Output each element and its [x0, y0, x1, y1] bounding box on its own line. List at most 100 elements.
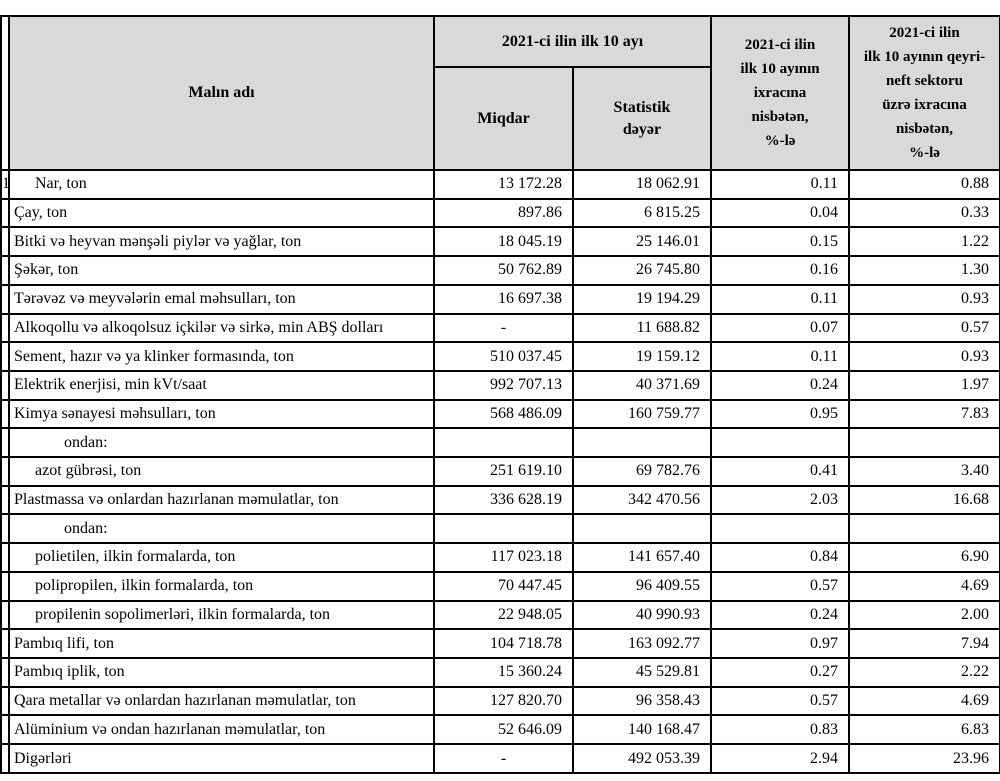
table-row: Pambıq iplik, ton 15 360.24 45 529.81 0.… — [0, 656, 1000, 688]
pct-exports-cell: 2.94 — [710, 743, 850, 774]
left-edge-cell — [0, 226, 10, 258]
left-edge-cell — [0, 283, 10, 315]
stat-value-cell: 69 782.76 — [572, 456, 712, 487]
stat-value-cell: 492 053.39 — [572, 743, 712, 774]
pct-nonoil-cell: 0.33 — [848, 197, 1000, 229]
product-name-cell: polietilen, ilkin formalarda, ton — [8, 542, 435, 573]
pct-nonoil-cell: 0.93 — [848, 283, 1000, 315]
left-edge-cell — [0, 570, 10, 602]
product-name-cell: ondan: — [8, 427, 435, 459]
stat-value-cell: 40 371.69 — [572, 369, 712, 401]
product-name-cell: Qara metallar və onlardan hazırlanan məm… — [8, 685, 435, 717]
pct-nonoil-cell: 7.83 — [848, 398, 1000, 430]
pct-nonoil-cell: 23.96 — [848, 743, 1000, 774]
stat-value-cell: 141 657.40 — [572, 542, 712, 573]
quantity-cell: 22 948.05 — [433, 599, 574, 631]
stat-value-cell — [572, 427, 712, 459]
product-name-cell: azot gübrəsi, ton — [8, 456, 435, 487]
pct-nonoil-cell: 16.68 — [848, 484, 1000, 516]
table-row: Alüminium və ondan hazırlanan məmulatlar… — [0, 714, 1000, 746]
quantity-cell: 104 718.78 — [433, 628, 574, 659]
quantity-cell: 897.86 — [433, 197, 574, 229]
stat-value-cell: 342 470.56 — [572, 484, 712, 516]
header-product-name: Malın adı — [8, 15, 435, 171]
left-edge-cell: 1 — [0, 169, 10, 200]
table-header: Malın adı 2021-ci ilin ilk 10 ayı 2021-c… — [0, 15, 1000, 171]
product-name-cell: Kimya sənayesi məhsulları, ton — [8, 398, 435, 430]
table-row: Çay, ton 897.86 6 815.25 0.04 0.33 — [0, 197, 1000, 229]
pct-nonoil-cell: 6.83 — [848, 714, 1000, 746]
quantity-cell: 568 486.09 — [433, 398, 574, 430]
quantity-cell: 117 023.18 — [433, 542, 574, 573]
stat-value-cell: 19 159.12 — [572, 341, 712, 372]
pct-nonoil-cell: 7.94 — [848, 628, 1000, 659]
header-stat-value: Statistik dəyər — [572, 66, 712, 171]
table-row: polietilen, ilkin formalarda, ton 117 02… — [0, 542, 1000, 573]
table-row: polipropilen, ilkin formalarda, ton 70 4… — [0, 570, 1000, 602]
pct-exports-cell: 0.84 — [710, 542, 850, 573]
stat-value-cell: 45 529.81 — [572, 656, 712, 688]
left-edge-cell — [0, 714, 10, 746]
left-edge-cell — [0, 197, 10, 229]
product-name-cell: Çay, ton — [8, 197, 435, 229]
product-name-cell: Alüminium və ondan hazırlanan məmulatlar… — [8, 714, 435, 746]
stat-value-cell — [572, 513, 712, 545]
header-pct-of-exports: 2021-ci ilin ilk 10 ayının ixracına nisb… — [710, 15, 850, 171]
left-edge-cell — [0, 341, 10, 372]
pct-nonoil-cell — [848, 513, 1000, 545]
table-row: Sement, hazır və ya klinker formasında, … — [0, 341, 1000, 372]
pct-nonoil-cell: 2.22 — [848, 656, 1000, 688]
quantity-cell: 15 360.24 — [433, 656, 574, 688]
product-name-cell: Bitki və heyvan mənşəli piylər və yağlar… — [8, 226, 435, 258]
quantity-cell: - — [433, 312, 574, 344]
left-edge-cell — [0, 398, 10, 430]
left-edge-cell — [0, 542, 10, 573]
table-row: Alkoqollu və alkoqolsuz içkilər və sirkə… — [0, 312, 1000, 344]
pct-exports-cell: 0.16 — [710, 255, 850, 286]
product-name-cell: Tərəvəz və meyvələrin emal məhsulları, t… — [8, 283, 435, 315]
pct-nonoil-cell: 1.22 — [848, 226, 1000, 258]
pct-nonoil-cell: 0.57 — [848, 312, 1000, 344]
pct-nonoil-cell: 6.90 — [848, 542, 1000, 573]
product-name-cell: Şəkər, ton — [8, 255, 435, 286]
product-name-cell: Pambıq lifi, ton — [8, 628, 435, 659]
pct-exports-cell — [710, 427, 850, 459]
left-edge-cell — [0, 628, 10, 659]
stat-value-cell: 25 146.01 — [572, 226, 712, 258]
left-edge-cell — [0, 484, 10, 516]
pct-nonoil-cell: 1.30 — [848, 255, 1000, 286]
pct-nonoil-cell: 0.88 — [848, 169, 1000, 200]
pct-exports-cell: 0.15 — [710, 226, 850, 258]
pct-nonoil-cell: 2.00 — [848, 599, 1000, 631]
pct-exports-cell — [710, 513, 850, 545]
table-row: Kimya sənayesi məhsulları, ton 568 486.0… — [0, 398, 1000, 430]
left-edge-cell — [0, 599, 10, 631]
pct-exports-cell: 0.83 — [710, 714, 850, 746]
pct-exports-cell: 0.04 — [710, 197, 850, 229]
quantity-cell: 251 619.10 — [433, 456, 574, 487]
table-row: Bitki və heyvan mənşəli piylər və yağlar… — [0, 226, 1000, 258]
table-row: Pambıq lifi, ton 104 718.78 163 092.77 0… — [0, 628, 1000, 659]
header-pct-of-nonoil-exports: 2021-ci ilin ilk 10 ayının qeyri- neft s… — [848, 15, 1000, 171]
export-statistics-table: Malın adı 2021-ci ilin ilk 10 ayı 2021-c… — [0, 15, 1000, 774]
header-period-group: 2021-ci ilin ilk 10 ayı — [433, 15, 712, 68]
left-edge-cell — [0, 369, 10, 401]
stat-value-cell: 163 092.77 — [572, 628, 712, 659]
product-name-cell: Digərləri — [8, 743, 435, 774]
left-edge-cell — [0, 456, 10, 487]
quantity-cell: 18 045.19 — [433, 226, 574, 258]
left-edge-cell — [0, 255, 10, 286]
quantity-cell: 16 697.38 — [433, 283, 574, 315]
quantity-cell — [433, 427, 574, 459]
table-row: Elektrik enerjisi, min kVt/saat 992 707.… — [0, 369, 1000, 401]
product-name-cell: ondan: — [8, 513, 435, 545]
stat-value-cell: 96 409.55 — [572, 570, 712, 602]
header-row-sub: Miqdar Statistik dəyər — [1, 66, 1000, 171]
pct-nonoil-cell: 4.69 — [848, 570, 1000, 602]
header-quantity: Miqdar — [433, 66, 574, 171]
table-row: Şəkər, ton 50 762.89 26 745.80 0.16 1.30 — [0, 255, 1000, 286]
quantity-cell: 127 820.70 — [433, 685, 574, 717]
pct-exports-cell: 0.57 — [710, 685, 850, 717]
pct-nonoil-cell — [848, 427, 1000, 459]
